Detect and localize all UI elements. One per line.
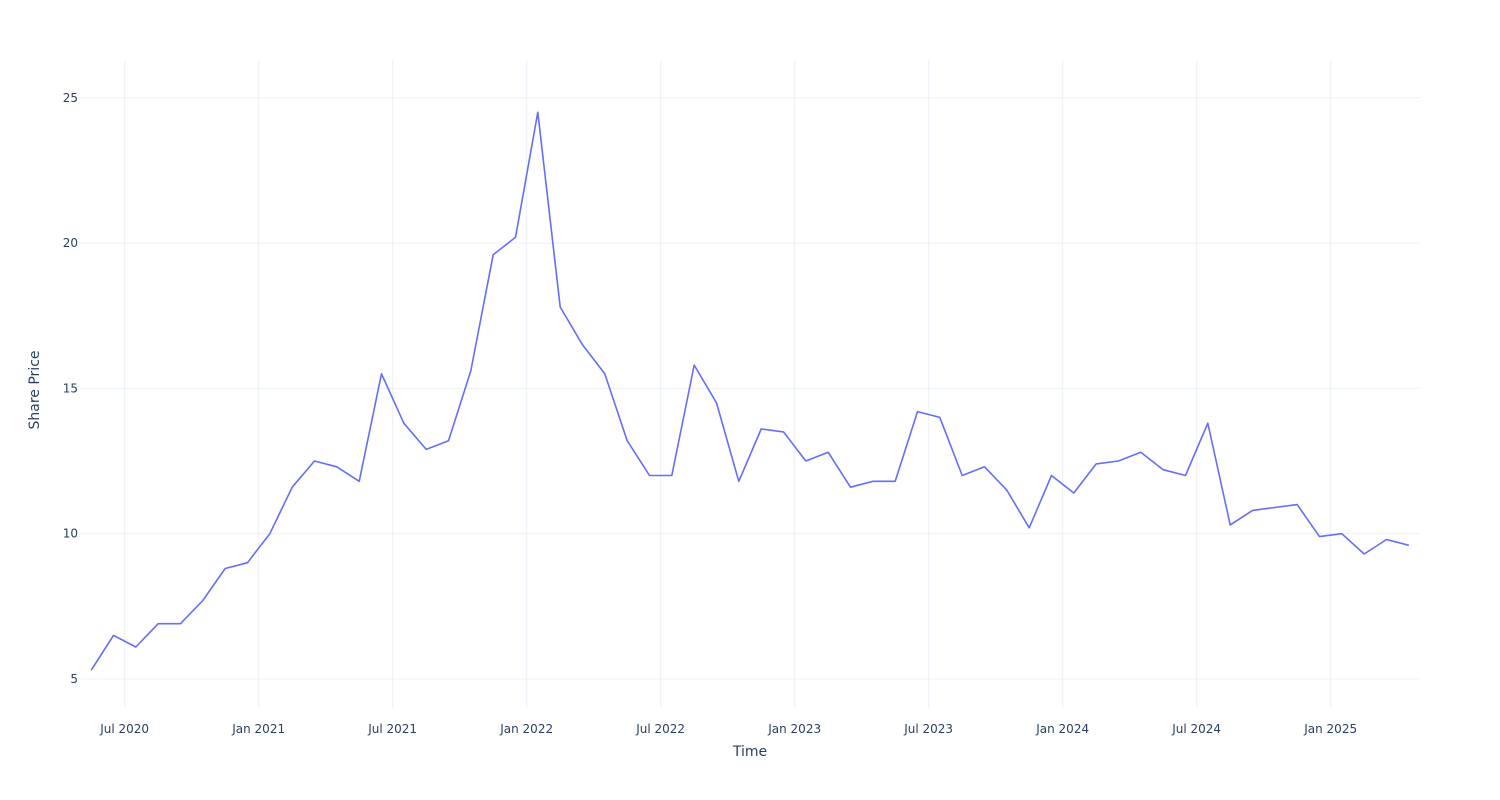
y-tick-label: 20 <box>63 236 78 250</box>
x-tick-label: Jan 2023 <box>767 722 821 736</box>
x-tick-label: Jan 2021 <box>231 722 285 736</box>
y-tick-label: 25 <box>63 91 78 105</box>
y-axis-title: Share Price <box>27 350 43 429</box>
x-tick-label: Jul 2022 <box>635 722 685 736</box>
x-tick-label: Jan 2025 <box>1303 722 1357 736</box>
x-tick-label: Jul 2021 <box>367 722 417 736</box>
y-tick-label: 5 <box>70 672 78 686</box>
x-tick-label: Jul 2023 <box>903 722 953 736</box>
x-tick-label: Jan 2024 <box>1035 722 1089 736</box>
x-axis-title: Time <box>732 744 767 760</box>
x-tick-label: Jul 2024 <box>1171 722 1221 736</box>
x-tick-label: Jul 2020 <box>99 722 149 736</box>
x-tick-label: Jan 2022 <box>499 722 553 736</box>
y-tick-label: 10 <box>63 527 78 541</box>
y-tick-label: 15 <box>63 381 78 395</box>
price-line <box>90 111 1410 671</box>
